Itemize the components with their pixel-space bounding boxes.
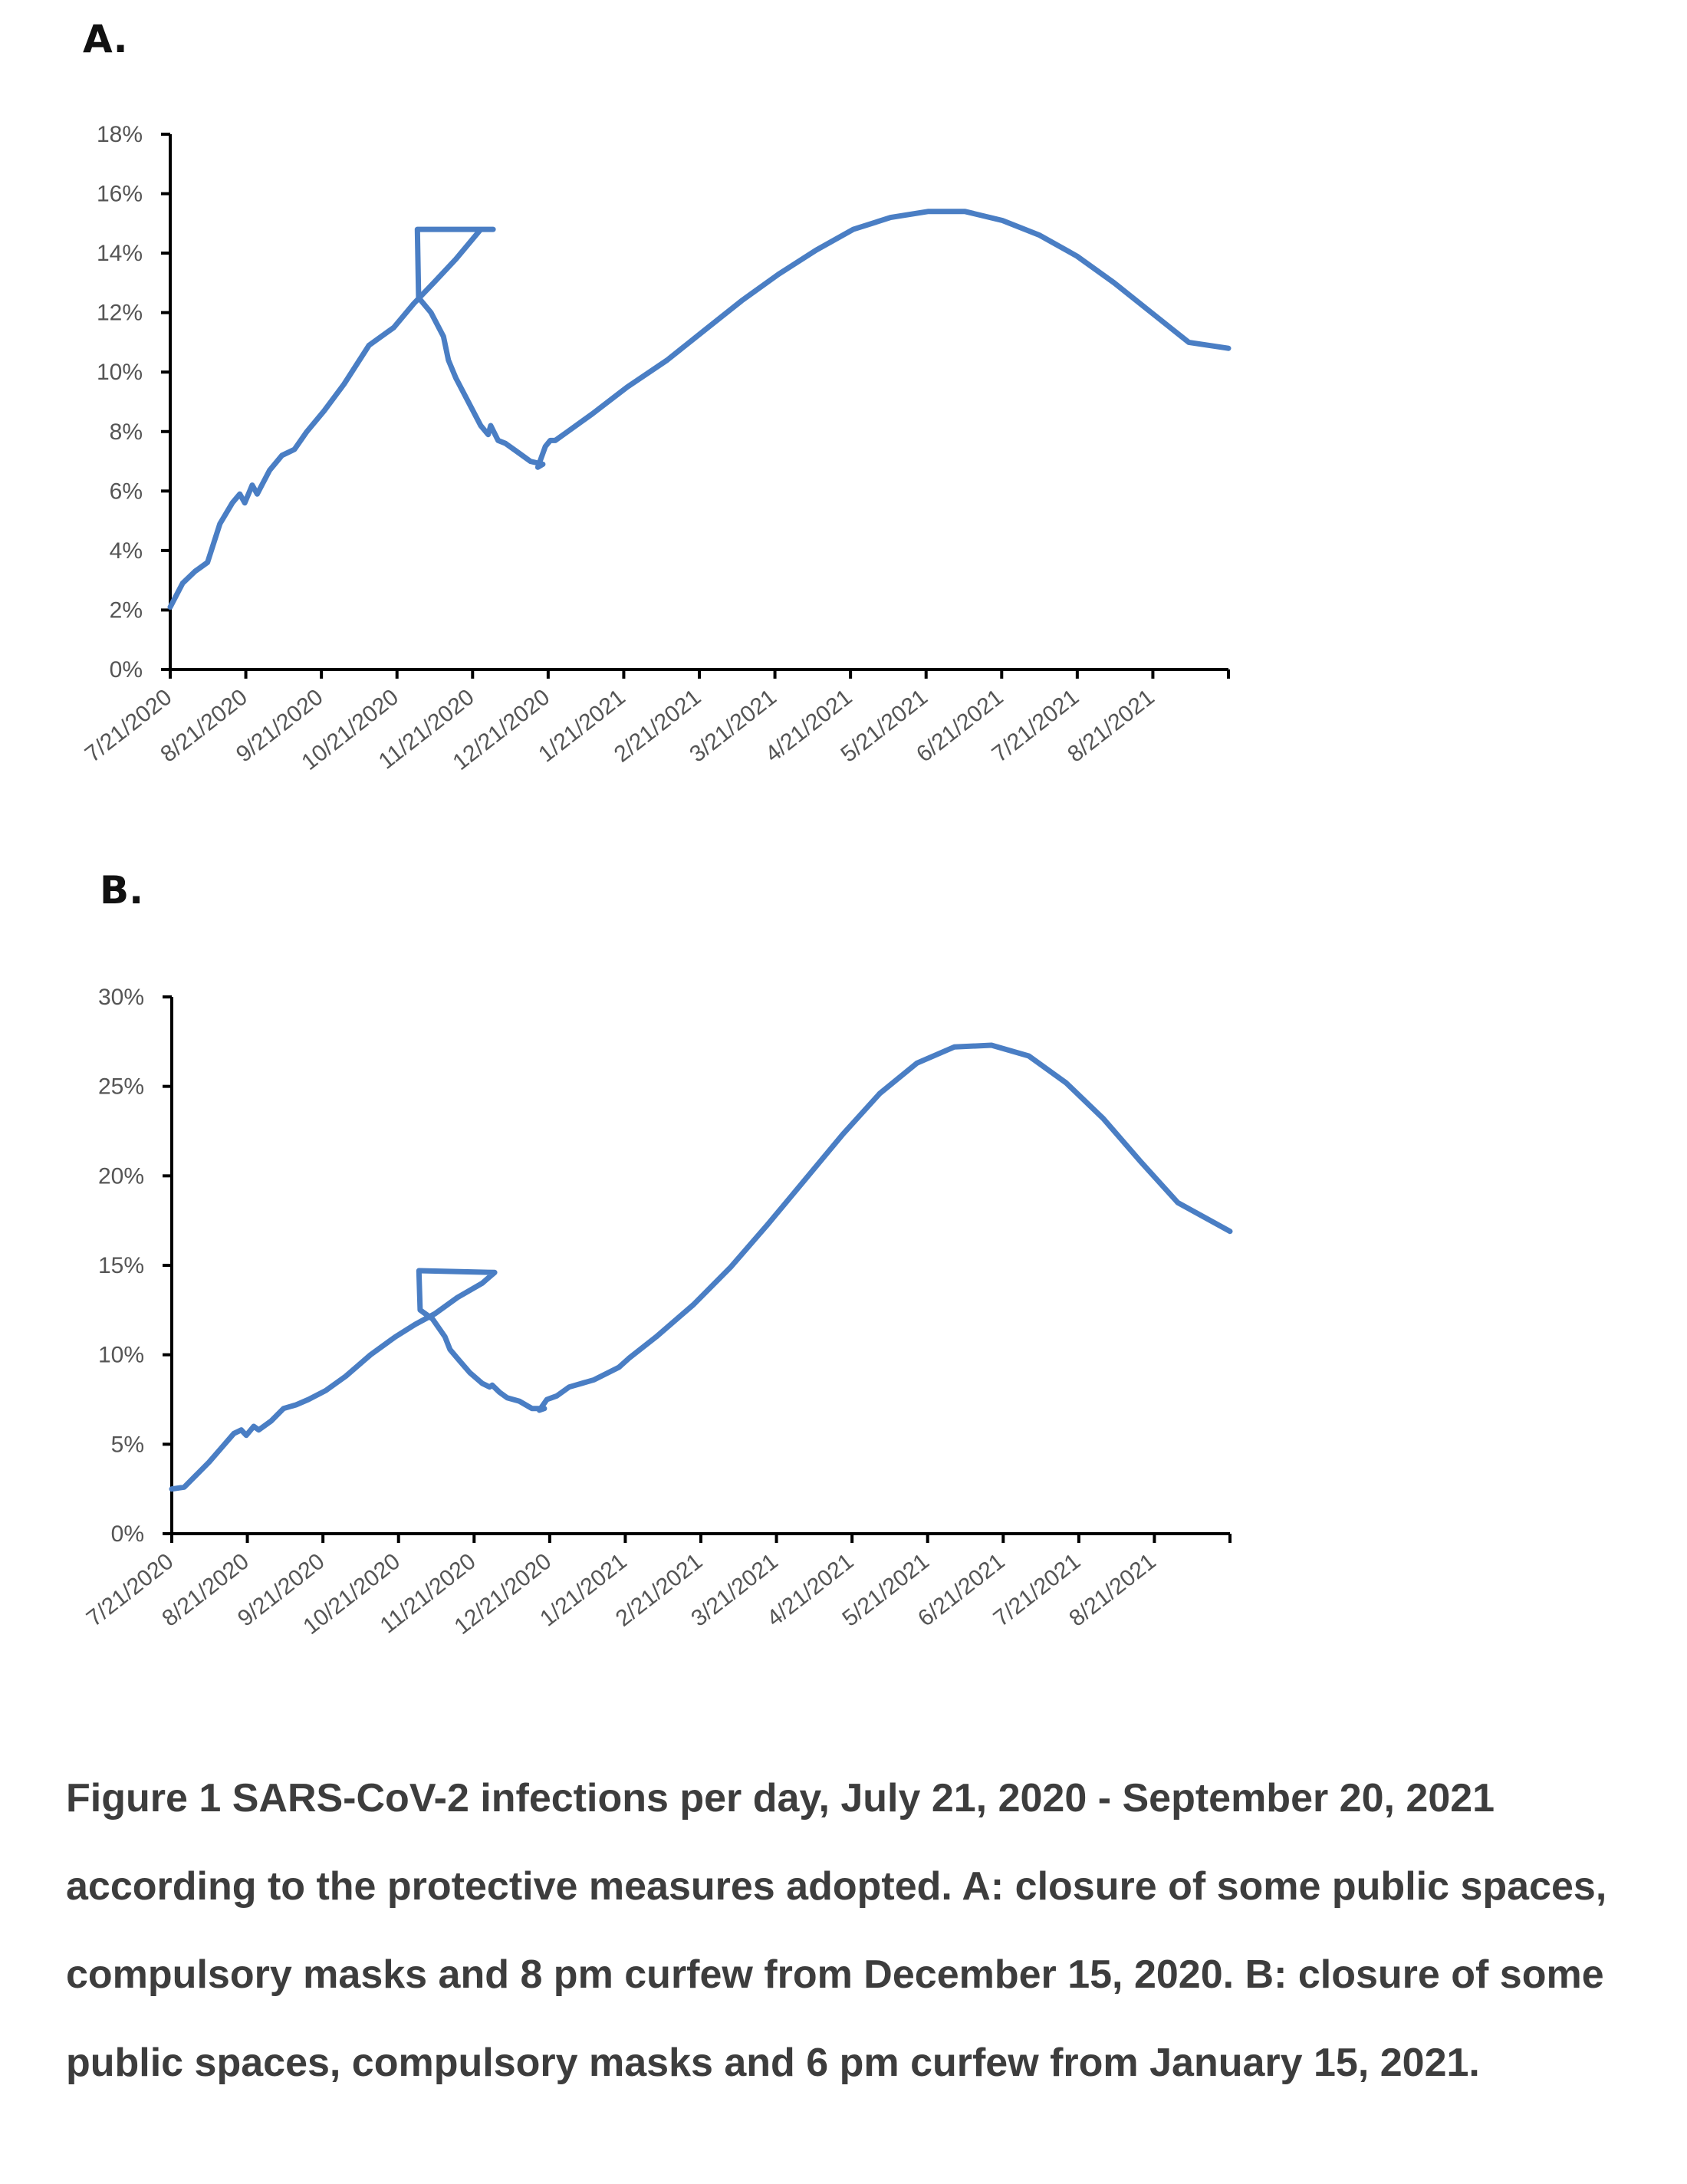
y-tick-label: 20% <box>98 1163 144 1189</box>
y-tick-label: 12% <box>97 301 143 326</box>
y-tick-label: 18% <box>97 122 143 147</box>
panel-a-label: A. <box>83 17 128 61</box>
chart-a: 0%2%4%6%8%10%12%14%16%18%7/21/20208/21/2… <box>81 122 1232 775</box>
y-tick-label: 10% <box>97 360 143 385</box>
series-line-1 <box>169 1042 1233 1492</box>
y-tick-label: 2% <box>110 597 143 623</box>
series-line-1 <box>167 209 1232 610</box>
y-tick-label: 4% <box>110 538 143 564</box>
y-tick-label: 15% <box>98 1253 144 1278</box>
y-tick-label: 16% <box>97 182 143 207</box>
y-tick-label: 25% <box>98 1074 144 1100</box>
y-tick-label: 5% <box>111 1432 144 1457</box>
y-tick-label: 0% <box>111 1521 144 1547</box>
y-tick-label: 0% <box>110 657 143 682</box>
y-tick-label: 30% <box>98 985 144 1010</box>
panel-b-label: B. <box>100 868 144 913</box>
y-tick-label: 14% <box>97 241 143 266</box>
figure-caption: Figure 1 SARS-CoV-2 infections per day, … <box>66 1776 1607 2085</box>
y-tick-label: 8% <box>110 419 143 445</box>
y-tick-label: 6% <box>110 479 143 504</box>
chart-b: 0%5%10%15%20%25%30%7/21/20208/21/20209/2… <box>82 985 1233 1640</box>
y-tick-label: 10% <box>98 1343 144 1368</box>
